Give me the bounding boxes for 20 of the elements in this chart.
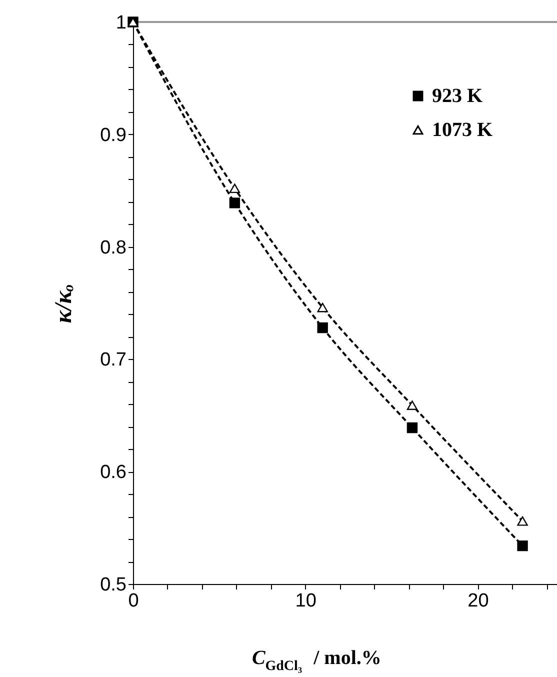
x-tick-label: 20 [468,590,489,612]
legend-label: 923 K [432,85,483,107]
y-tick-label: 1 [116,12,126,34]
point [317,322,328,334]
point [517,540,528,552]
y-tick-label: 0.8 [100,237,126,258]
point [229,184,240,194]
y-axis-title: κ/κₒ [51,284,78,324]
y-tick-label: 0.5 [100,574,126,596]
x-tick-label: 0 [128,590,139,612]
point [229,198,240,208]
point [406,422,418,434]
y-tick-label: 0.9 [100,124,126,146]
point [406,400,418,410]
point [517,516,528,526]
y-tick-label: 0.7 [100,350,126,371]
y-tick-label: 0.6 [100,462,126,484]
point [317,302,328,312]
legend-label: 1073 K [432,119,493,141]
x-tick-label: 10 [295,590,316,612]
